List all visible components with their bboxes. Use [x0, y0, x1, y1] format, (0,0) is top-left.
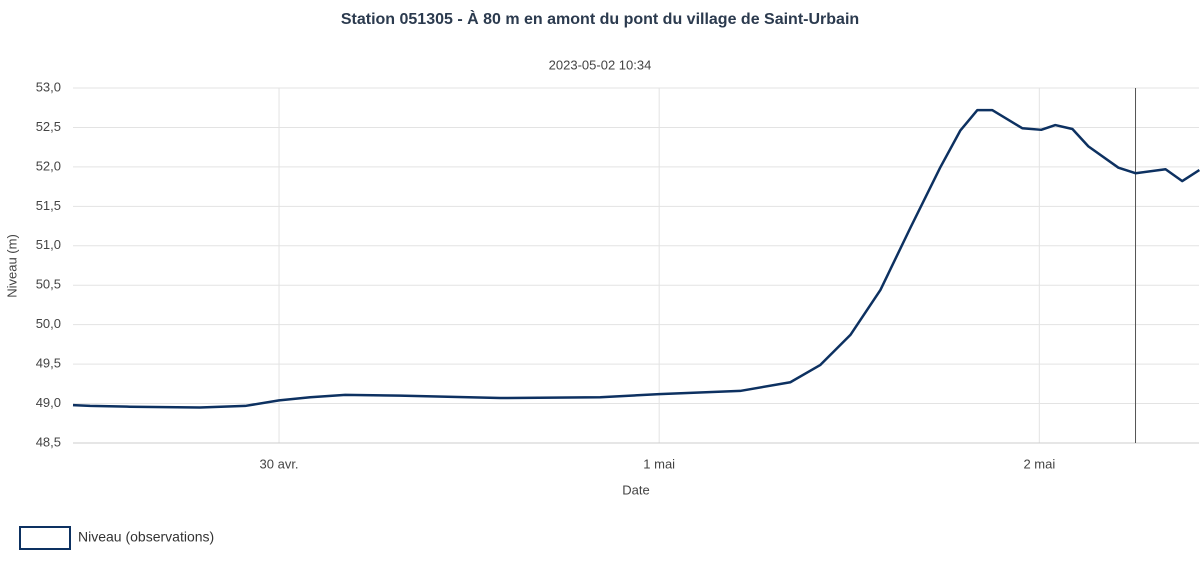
y-tick-label: 51,0 [36, 237, 61, 252]
legend-swatch [19, 526, 71, 550]
y-tick-label: 52,0 [36, 158, 61, 173]
y-tick-label: 52,5 [36, 119, 61, 134]
data-line [72, 108, 1200, 409]
y-tick-label: 49,5 [36, 356, 61, 371]
chart-subtitle: 2023-05-02 10:34 [549, 57, 652, 72]
y-tick-label: 51,5 [36, 198, 61, 213]
legend-label: Niveau (observations) [78, 529, 214, 545]
y-tick-label: 53,0 [36, 79, 61, 94]
x-tick-label: 2 mai [1023, 456, 1055, 471]
x-tick-label: 30 avr. [260, 456, 299, 471]
chart-title: Station 051305 - À 80 m en amont du pont… [341, 9, 859, 28]
y-axis-label: Niveau (m) [4, 234, 19, 298]
y-tick-label: 48,5 [36, 434, 61, 449]
x-tick-label: 1 mai [643, 456, 675, 471]
y-tick-label: 49,0 [36, 395, 61, 410]
y-tick-label: 50,5 [36, 277, 61, 292]
x-axis-label: Date [622, 482, 649, 497]
y-tick-label: 50,0 [36, 316, 61, 331]
